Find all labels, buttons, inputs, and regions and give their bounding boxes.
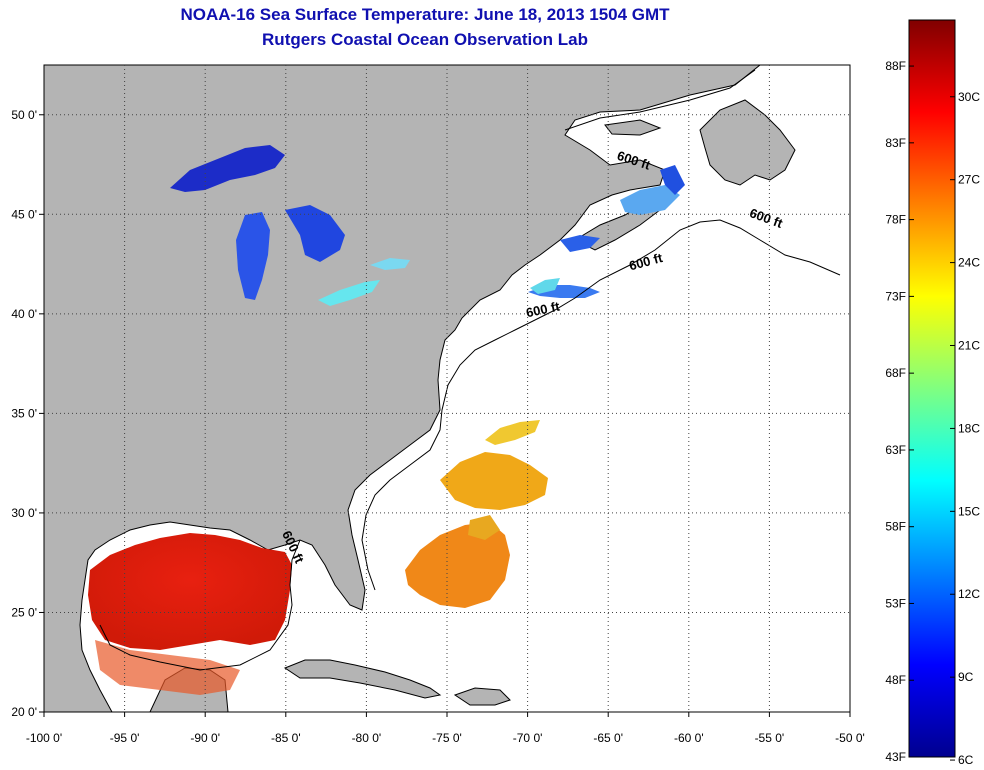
colorbar-label-f: 43F bbox=[885, 750, 906, 764]
x-tick-label: -50 0' bbox=[835, 731, 865, 745]
colorbar-label-c: 24C bbox=[958, 256, 980, 270]
land-anticosti bbox=[604, 119, 662, 136]
colorbar-label-f: 58F bbox=[885, 520, 906, 534]
lake-ontario bbox=[370, 258, 410, 270]
colorbar-label-c: 30C bbox=[958, 90, 980, 104]
colorbar-label-c: 9C bbox=[958, 670, 974, 684]
sst-gulf-stream-south bbox=[405, 522, 510, 608]
y-tick-label: 45 0' bbox=[11, 207, 37, 221]
colorbar-ticks: 43F 48F 53F 58F 63F 68F 73F 78F 83F 88F 6C 9C 12C 15C… bbox=[885, 59, 980, 767]
colorbar-label-c: 21C bbox=[958, 339, 980, 353]
contour-label: 600 ft bbox=[525, 298, 562, 320]
x-tick-label: -90 0' bbox=[190, 731, 220, 745]
colorbar-label-c: 18C bbox=[958, 421, 980, 435]
y-tick-label: 35 0' bbox=[11, 406, 37, 420]
lake-erie bbox=[318, 280, 380, 306]
x-tick-label: -85 0' bbox=[271, 731, 301, 745]
colorbar-label-f: 78F bbox=[885, 213, 906, 227]
colorbar-label-f: 68F bbox=[885, 366, 906, 380]
sst-scotian-shelf bbox=[560, 235, 600, 252]
latitude-axis: 20 0' 25 0' 30 0' 35 0' 40 0' 45 0' 50 0' bbox=[11, 108, 44, 719]
chart-subtitle: Rutgers Coastal Ocean Observation Lab bbox=[262, 30, 588, 49]
colorbar-label-f: 83F bbox=[885, 136, 906, 150]
x-tick-label: -60 0' bbox=[674, 731, 704, 745]
land-north-america bbox=[44, 65, 761, 712]
sst-cabot bbox=[660, 165, 685, 195]
map-area bbox=[44, 65, 850, 712]
x-tick-label: -65 0' bbox=[593, 731, 623, 745]
colorbar-label-f: 88F bbox=[885, 59, 906, 73]
x-tick-label: -55 0' bbox=[755, 731, 785, 745]
colorbar-label-f: 53F bbox=[885, 596, 906, 610]
chart-title: NOAA-16 Sea Surface Temperature: June 18… bbox=[180, 5, 670, 24]
colorbar-label-c: 27C bbox=[958, 173, 980, 187]
sst-gulf-st-lawrence bbox=[620, 185, 680, 215]
x-tick-label: -80 0' bbox=[352, 731, 382, 745]
colorbar-label-f: 48F bbox=[885, 673, 906, 687]
y-tick-label: 20 0' bbox=[11, 705, 37, 719]
y-tick-label: 30 0' bbox=[11, 506, 37, 520]
y-tick-label: 40 0' bbox=[11, 307, 37, 321]
contour-600ft bbox=[361, 219, 841, 591]
x-tick-label: -95 0' bbox=[110, 731, 140, 745]
sst-gulf-stream-patch bbox=[468, 515, 500, 540]
longitude-axis: -100 0' -95 0' -90 0' -85 0' -80 0' -75 0' -70… bbox=[26, 712, 865, 745]
land-newfoundland bbox=[699, 99, 796, 186]
y-tick-label: 25 0' bbox=[11, 605, 37, 619]
x-tick-label: -100 0' bbox=[26, 731, 62, 745]
sst-gulf-stream-mid bbox=[440, 452, 548, 510]
lake-superior bbox=[170, 145, 285, 192]
land-cuba bbox=[283, 659, 442, 699]
colorbar-gradient bbox=[908, 19, 956, 758]
contour-600ft-gulf bbox=[99, 539, 301, 671]
x-tick-label: -75 0' bbox=[432, 731, 462, 745]
x-tick-label: -70 0' bbox=[513, 731, 543, 745]
sst-gulf-stream-north bbox=[485, 420, 540, 445]
sst-maine-cyan bbox=[530, 278, 560, 294]
colorbar-label-c: 6C bbox=[958, 753, 974, 767]
sst-gulf-of-mexico-south bbox=[95, 640, 240, 695]
colorbar-label-c: 15C bbox=[958, 504, 980, 518]
y-tick-label: 50 0' bbox=[11, 108, 37, 122]
lake-michigan bbox=[236, 212, 270, 300]
sst-gulf-of-mexico bbox=[88, 533, 292, 650]
land-hispaniola bbox=[453, 687, 511, 706]
colorbar-label-f: 63F bbox=[885, 443, 906, 457]
contour-600ft-north bbox=[564, 69, 756, 131]
colorbar-label-f: 73F bbox=[885, 289, 906, 303]
colorbar-label-c: 12C bbox=[958, 587, 980, 601]
lake-huron bbox=[285, 205, 345, 262]
